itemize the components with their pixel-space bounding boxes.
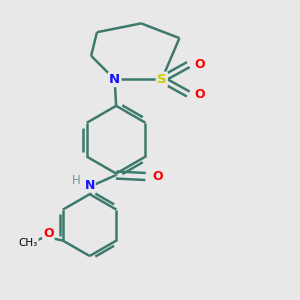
Text: O: O — [195, 88, 206, 100]
Text: H: H — [72, 174, 81, 187]
Text: N: N — [85, 179, 95, 192]
Text: N: N — [109, 73, 120, 86]
Text: S: S — [157, 73, 166, 86]
Text: O: O — [195, 58, 206, 71]
Text: O: O — [43, 227, 54, 240]
Text: CH₃: CH₃ — [19, 238, 38, 248]
Text: O: O — [152, 170, 163, 183]
